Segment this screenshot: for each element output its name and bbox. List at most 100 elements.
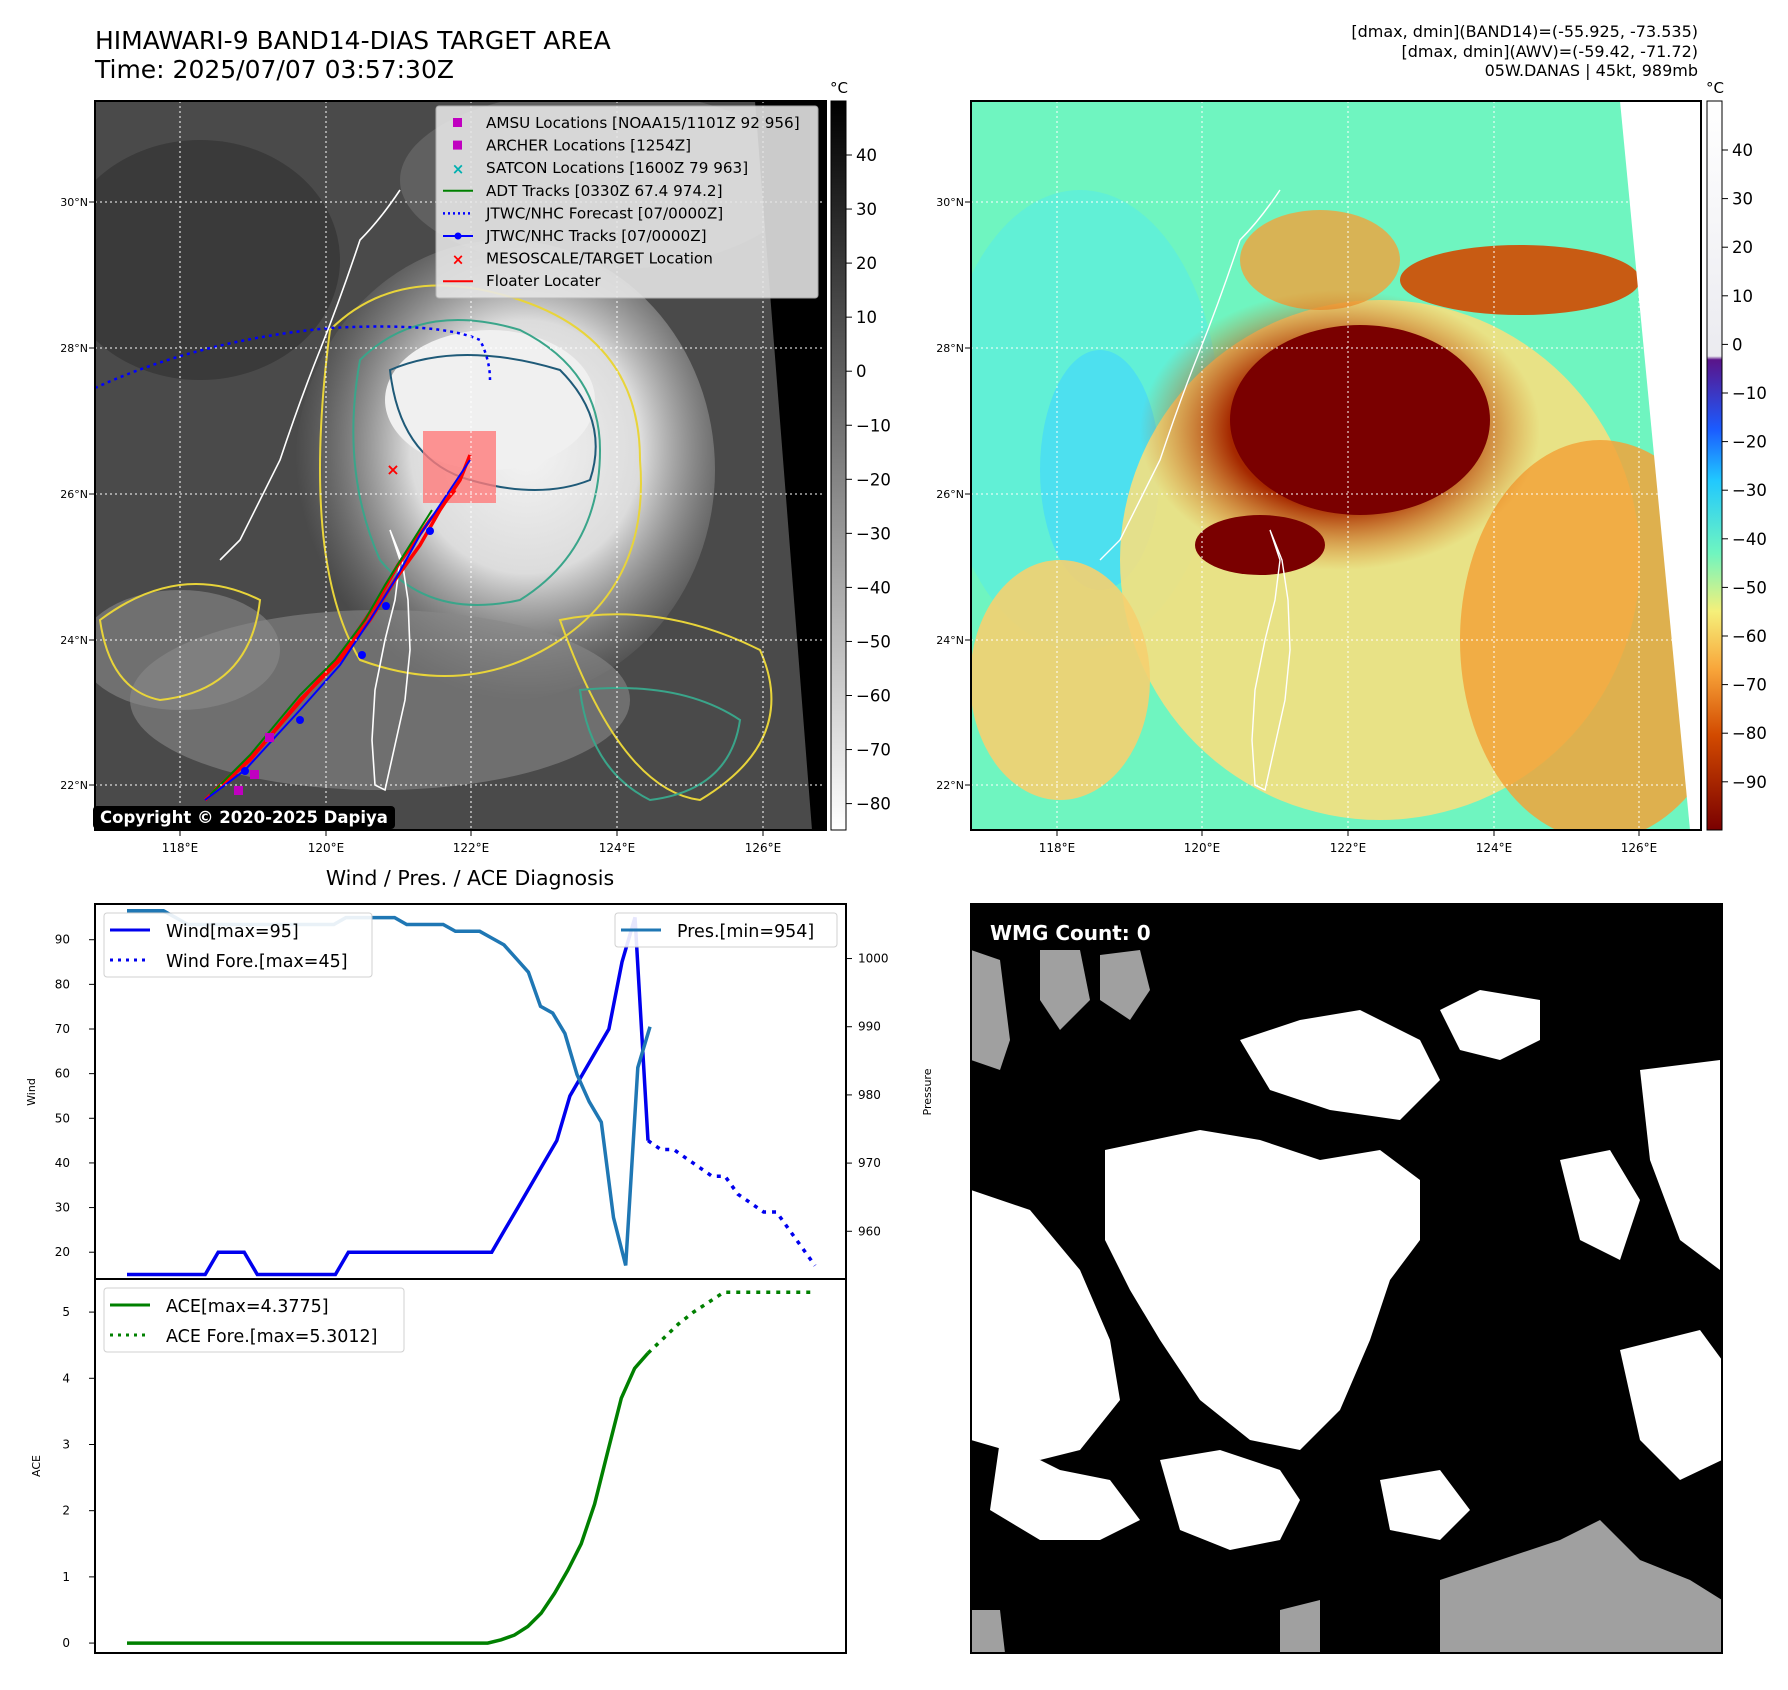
colorbar-tick-label: 40 <box>856 146 877 165</box>
colorbar-tick-label: 10 <box>856 308 877 327</box>
wmg-white-regions <box>971 990 1722 1550</box>
lon-tick-label: 122°E <box>1330 841 1367 855</box>
ir-colorbar-unit: °C <box>830 79 848 97</box>
ir-panel: × AMSU Locations [NOAA15/1101Z 92 956] AR… <box>94 79 891 831</box>
wind-tick-label: 30 <box>55 1201 70 1215</box>
ir-legend: AMSU Locations [NOAA15/1101Z 92 956] ARCH… <box>435 105 819 299</box>
ace-tick-label: 3 <box>62 1437 70 1451</box>
track-points: × <box>234 460 434 795</box>
colorbar-tick-label: 0 <box>1732 335 1743 354</box>
colorbar-tick-label: 20 <box>1732 238 1753 257</box>
ace-legend: ACE[max=4.3775] ACE Fore.[max=5.3012] <box>103 1287 405 1353</box>
lat-tick-label: 22°N <box>936 779 964 792</box>
map-axis-ticks: 118°E 118°E 120°E 120°E 122°E 122°E 124°E 124°E… <box>60 196 1657 855</box>
pressure-y-ticks: 960 970 980 990 1000 <box>846 952 889 1238</box>
page-title: HIMAWARI-9 BAND14-DIAS TARGET AREA Time: … <box>95 26 611 84</box>
color-colorbar <box>1706 100 1723 831</box>
colorbar-tick-label: −30 <box>1732 481 1767 500</box>
ir-colorbar-ticks: 40 30 20 10 0 −10 −20 −30 −40 −50 −60 −70 −80 <box>846 146 891 814</box>
wind-y-ticks: 20 30 40 50 60 70 80 90 <box>55 933 95 1259</box>
pressure-legend: Pres.[min=954] <box>614 912 838 948</box>
colorbar-tick-label: −10 <box>856 416 891 435</box>
legend-item: ARCHER Locations [1254Z] <box>453 137 691 155</box>
colorbar-tick-label: −50 <box>856 632 891 651</box>
wmg-gray-regions <box>971 950 1722 1680</box>
legend-item-label: ADT Tracks [0330Z 67.4 974.2] <box>486 182 723 200</box>
lon-tick-label: 120°E <box>308 841 345 855</box>
ace-y-ticks: 0 1 2 3 4 5 <box>62 1305 95 1650</box>
colorbar-tick-label: −10 <box>1732 384 1767 403</box>
ace-series <box>127 1290 815 1645</box>
lon-tick-label: 126°E <box>745 841 782 855</box>
pressure-tick-label: 990 <box>858 1020 881 1034</box>
wind-pressure-chart: Wind / Pres. / ACE Diagnosis 20 30 40 50 60 7… <box>25 866 934 1280</box>
svg-text:×: × <box>452 160 465 178</box>
colorbar-tick-label: 10 <box>1732 287 1753 306</box>
wind-legend: Wind[max=95] Wind Fore.[max=45] <box>103 912 373 978</box>
lat-tick-label: 24°N <box>60 634 88 647</box>
legend-wind: Wind[max=95] <box>166 922 299 942</box>
wind-tick-label: 20 <box>55 1245 70 1259</box>
legend-item: JTWC/NHC Tracks [07/0000Z] <box>443 227 707 245</box>
colorbar-tick-label: 30 <box>856 200 877 219</box>
legend-pressure: Pres.[min=954] <box>677 922 814 942</box>
ace-tick-label: 5 <box>62 1305 70 1319</box>
color-imagery <box>971 101 1701 830</box>
colorbar-tick-label: 0 <box>856 362 867 381</box>
legend-item-label: ARCHER Locations [1254Z] <box>486 137 691 155</box>
ace-tick-label: 0 <box>62 1636 70 1650</box>
ace-tick-label: 1 <box>62 1570 70 1584</box>
colorbar-tick-label: −20 <box>1732 433 1767 452</box>
wind-tick-label: 80 <box>55 977 70 991</box>
lat-tick-label: 30°N <box>60 196 88 209</box>
copyright-badge: Copyright © 2020-2025 Dapiya <box>93 806 395 829</box>
lon-tick-label: 118°E <box>162 841 199 855</box>
pressure-tick-label: 1000 <box>858 952 889 966</box>
ace-chart: 0 1 2 3 4 5 ACE ACE[max=4.3775] ACE Fore.[max… <box>30 1278 847 1654</box>
ace-line <box>127 1351 650 1645</box>
ace-axis-label: ACE <box>30 1455 43 1477</box>
legend-ace: ACE[max=4.3775] <box>166 1297 329 1317</box>
color-panel: °C 40 30 20 10 0 −10 −20 −30 −40 −50 −60 −70 −80 −90 <box>970 79 1767 831</box>
storm-info: [dmax, dmin](BAND14)=(-55.925, -73.535)[… <box>1351 22 1698 80</box>
colorbar-tick-label: −20 <box>856 470 891 489</box>
wind-tick-label: 40 <box>55 1156 70 1170</box>
wind-tick-label: 70 <box>55 1022 70 1036</box>
legend-item: ADT Tracks [0330Z 67.4 974.2] <box>443 182 723 200</box>
lon-tick-label: 122°E <box>453 841 490 855</box>
color-colorbar-unit: °C <box>1706 79 1724 97</box>
colorbar-tick-label: −90 <box>1732 773 1767 792</box>
legend-item-label: JTWC/NHC Forecast [07/0000Z] <box>485 204 723 222</box>
legend-item: × SATCON Locations [1600Z 79 963] <box>452 159 748 178</box>
color-colorbar-ticks: 40 30 20 10 0 −10 −20 −30 −40 −50 −60 −70 −80 −90 <box>1722 141 1767 792</box>
lon-tick-label: 126°E <box>1621 841 1658 855</box>
colorbar-tick-label: −70 <box>856 741 891 760</box>
lat-tick-label: 22°N <box>60 779 88 792</box>
lon-tick-label: 118°E <box>1039 841 1076 855</box>
colorbar-tick-label: −40 <box>1732 530 1767 549</box>
colorbar-tick-label: −60 <box>856 687 891 706</box>
ir-colorbar <box>830 100 847 831</box>
colorbar-tick-label: −30 <box>856 524 891 543</box>
legend-item: Floater Locater <box>443 272 601 290</box>
legend-item: × MESOSCALE/TARGET Location <box>452 250 713 269</box>
legend-item-label: MESOSCALE/TARGET Location <box>486 250 713 268</box>
lat-tick-label: 28°N <box>936 342 964 355</box>
pressure-tick-label: 960 <box>858 1224 881 1238</box>
legend-item-label: Floater Locater <box>486 272 601 290</box>
lat-tick-label: 26°N <box>936 488 964 501</box>
colorbar-tick-label: 20 <box>856 254 877 273</box>
ace-tick-label: 4 <box>62 1371 70 1385</box>
lat-tick-label: 30°N <box>936 196 964 209</box>
chart-title: Wind / Pres. / ACE Diagnosis <box>326 866 614 890</box>
colorbar-tick-label: −60 <box>1732 627 1767 646</box>
lat-tick-label: 28°N <box>60 342 88 355</box>
colorbar-tick-label: −80 <box>1732 724 1767 743</box>
svg-text:×: × <box>452 251 465 269</box>
colorbar-tick-label: −80 <box>856 795 891 814</box>
ace-tick-label: 2 <box>62 1504 70 1518</box>
pressure-axis-label: Pressure <box>921 1068 934 1115</box>
legend-item: JTWC/NHC Forecast [07/0000Z] <box>443 204 723 222</box>
colorbar-tick-label: −70 <box>1732 676 1767 695</box>
